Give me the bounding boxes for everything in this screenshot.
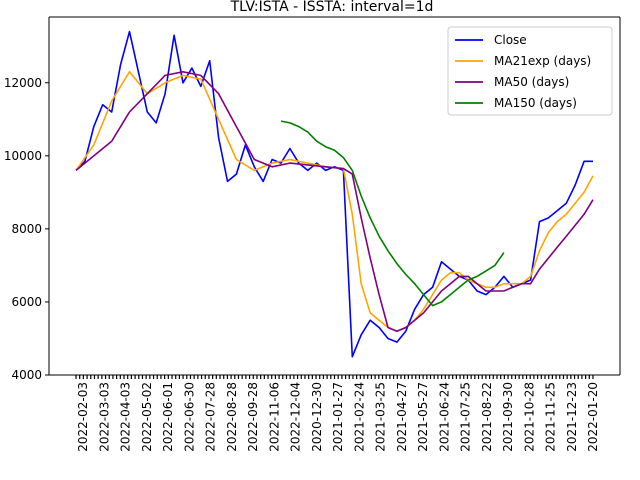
- series-line-0: [75, 30, 593, 358]
- x-tick-label: 2020-12-30: [310, 382, 324, 452]
- legend-label: MA21exp (days): [494, 54, 591, 68]
- x-tick-label: 2022-05-02: [140, 382, 154, 452]
- x-tick-label: 2022-04-03: [119, 382, 133, 452]
- x-tick-label: 2021-12-23: [565, 382, 579, 452]
- x-tick-label: 2021-05-27: [416, 382, 430, 452]
- x-tick-label: 2022-11-06: [267, 382, 281, 452]
- x-tick-label: 2022-01-20: [586, 382, 600, 452]
- series-layer: [75, 30, 594, 358]
- x-tick-label: 2022-08-28: [225, 382, 239, 452]
- x-tick-label: 2022-06-30: [182, 382, 196, 452]
- x-tick-label: 2021-11-25: [544, 382, 558, 452]
- x-tick-label: 2021-10-28: [522, 382, 536, 452]
- y-tick-label: 8000: [11, 222, 42, 236]
- series-line-3: [280, 120, 505, 307]
- legend-label: Close: [494, 33, 527, 47]
- x-axis: 2022-02-03 2022-03-03 2022-04-03 2022-05-02…: [75, 375, 600, 452]
- x-tick-label: 2021-02-24: [352, 382, 366, 452]
- y-tick-label: 10000: [4, 149, 42, 163]
- x-tick-label: 2022-12-04: [289, 382, 303, 452]
- legend-box: [447, 26, 613, 116]
- x-tick-label: 2021-06-24: [437, 382, 451, 452]
- x-tick-label: 2022-09-28: [246, 382, 260, 452]
- legend: Close MA21exp (days) MA50 (days) MA150 (day…: [447, 26, 613, 116]
- x-tick-label: 2022-07-28: [204, 382, 218, 452]
- series-line-2: [75, 71, 594, 333]
- legend-label: MA150 (days): [494, 96, 577, 110]
- y-tick-label: 6000: [11, 295, 42, 309]
- chart-title: TLV:ISTA - ISSTA: interval=1d: [230, 0, 434, 15]
- x-tick-label: 2021-09-30: [501, 382, 515, 452]
- x-tick-label: 2021-08-22: [480, 382, 494, 452]
- x-tick-label: 2021-07-25: [459, 382, 473, 452]
- x-tick-label: 2022-06-01: [161, 382, 175, 452]
- legend-label: MA50 (days): [494, 75, 569, 89]
- x-tick-label: 2021-03-25: [374, 382, 388, 452]
- x-tick-label: 2021-01-27: [331, 382, 345, 452]
- x-tick-label: 2022-03-03: [97, 382, 111, 452]
- x-tick-label: 2021-04-27: [395, 382, 409, 452]
- y-tick-label: 12000: [4, 76, 42, 90]
- y-axis: 4000 6000 8000 10000 12000: [4, 76, 49, 382]
- x-tick-label: 2022-02-03: [76, 382, 90, 452]
- y-tick-label: 4000: [11, 368, 42, 382]
